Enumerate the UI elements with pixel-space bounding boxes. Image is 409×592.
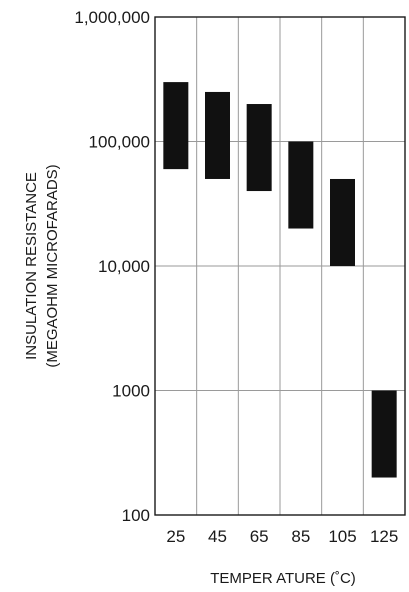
range-bar-45 [205,91,230,179]
x-tick-label: 105 [328,527,356,546]
y-tick-label: 1000 [112,382,150,401]
y-axis-label-line1: INSULATION RESISTANCE [23,172,40,360]
x-tick-label: 125 [370,527,398,546]
y-tick-label: 10,000 [98,257,150,276]
y-tick-label: 1,000,000 [74,8,150,27]
range-bar-85 [288,141,314,229]
y-tick-label: 100 [122,506,150,525]
plot-frame [154,16,406,516]
range-bars [163,82,397,478]
x-tick-label: 25 [166,527,185,546]
y-axis-ticks: 100 1000 10,000 100,000 1,000,000 [74,8,150,525]
x-axis-ticks: 25 45 65 85 105 125 [166,527,398,546]
x-axis-label: TEMPER ATURE (˚C) [210,570,356,587]
x-tick-label: 65 [250,527,269,546]
range-bar-105 [330,178,355,266]
y-tick-label: 100,000 [89,133,150,152]
range-bar-65 [246,104,272,192]
grid [155,17,405,515]
range-bar-125 [371,390,397,478]
range-bar-25 [163,82,189,170]
x-tick-label: 85 [291,527,310,546]
y-axis-label-line2: (MEGAOHM MICROFARADS) [44,164,61,367]
x-tick-label: 45 [208,527,227,546]
